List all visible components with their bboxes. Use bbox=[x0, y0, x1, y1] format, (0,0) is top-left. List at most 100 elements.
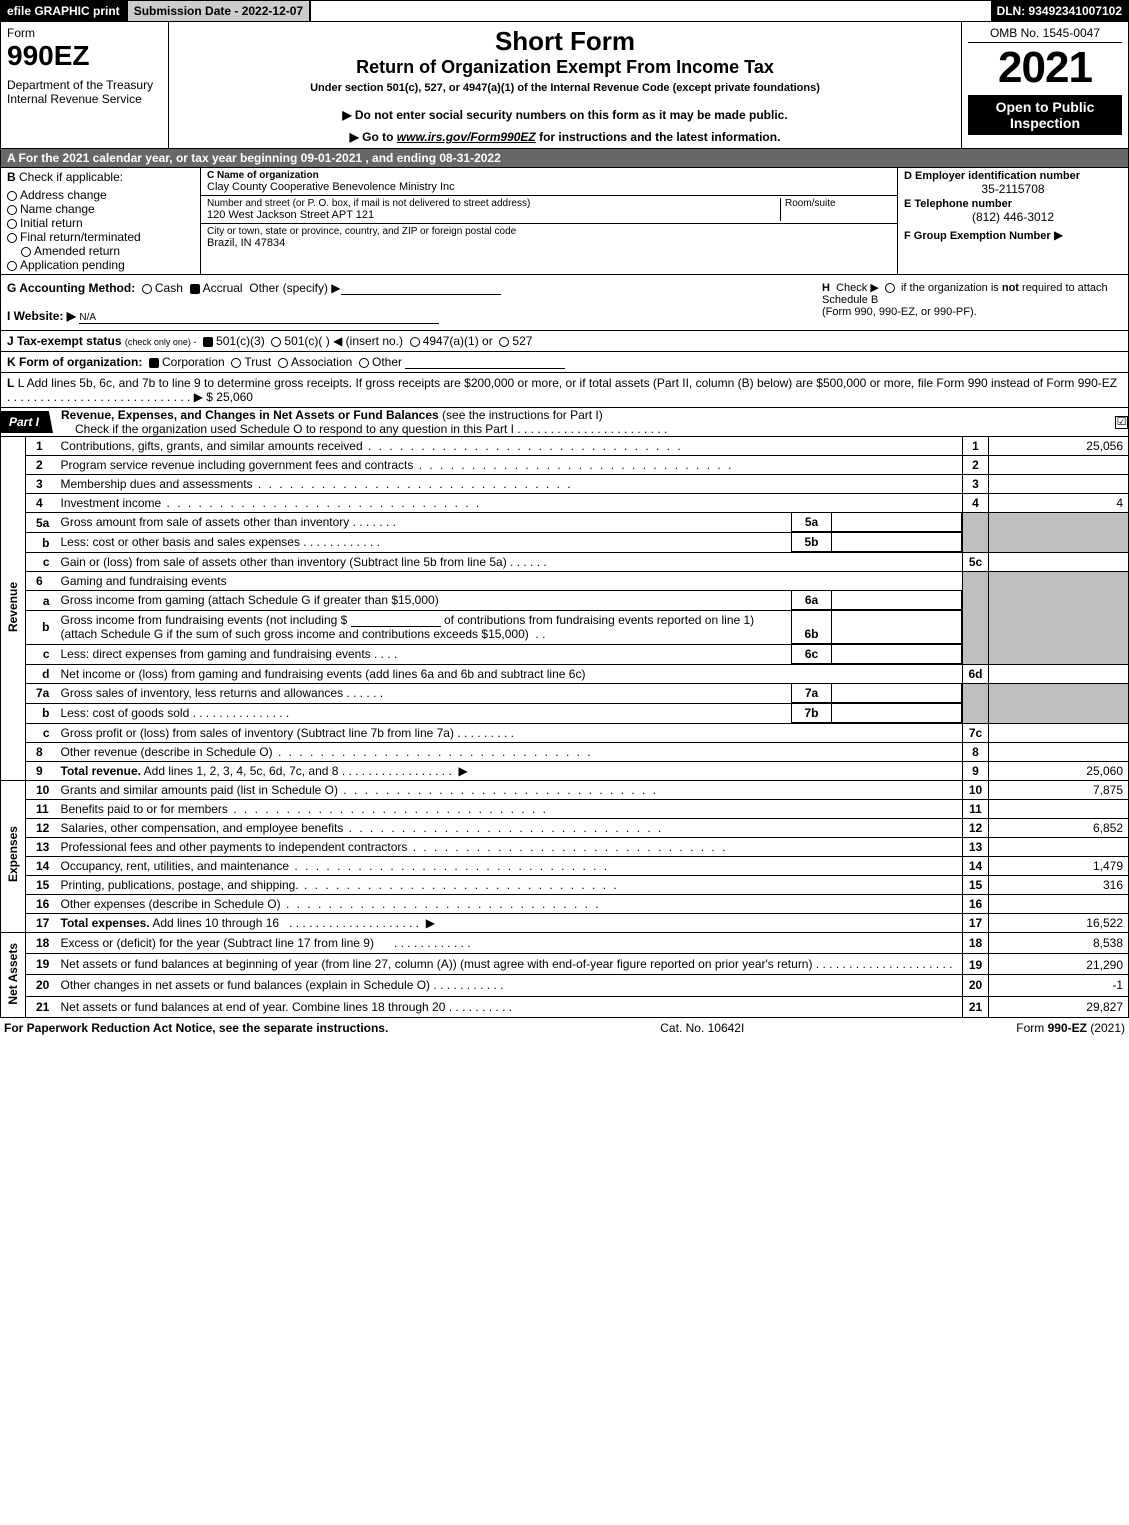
line-6-desc: Gaming and fundraising events bbox=[56, 572, 963, 591]
expenses-side-label: Expenses bbox=[6, 818, 20, 890]
line-7a-val bbox=[832, 684, 962, 703]
b-opt-2[interactable]: Initial return bbox=[7, 216, 194, 230]
b-opt-1[interactable]: Name change bbox=[7, 202, 194, 216]
line-7a-inner: Gross sales of inventory, less returns a… bbox=[56, 683, 963, 703]
line-6c-box: 6c bbox=[792, 645, 832, 664]
checkbox-icon bbox=[21, 247, 31, 257]
line-12-desc: Salaries, other compensation, and employ… bbox=[56, 818, 963, 837]
b-opt-3[interactable]: Final return/terminated bbox=[7, 230, 194, 244]
expenses-side-tab: Expenses bbox=[1, 780, 26, 932]
submission-date: Submission Date - 2022-12-07 bbox=[126, 1, 311, 21]
b-opt-label-3: Final return/terminated bbox=[20, 230, 141, 244]
c-room-label: Room/suite bbox=[781, 198, 891, 221]
form-number: 990EZ bbox=[7, 40, 162, 72]
line-k: K Form of organization: Corporation Trus… bbox=[0, 352, 1129, 373]
line-1-box: 1 bbox=[963, 437, 989, 456]
line-16-desc: Other expenses (describe in Schedule O) bbox=[56, 894, 963, 913]
radio-icon[interactable] bbox=[410, 337, 420, 347]
line-6a-val bbox=[832, 591, 962, 610]
footer-right-post: (2021) bbox=[1087, 1021, 1125, 1035]
checkbox-icon bbox=[7, 261, 17, 271]
d-label: D Employer identification number bbox=[904, 170, 1122, 182]
line-6b-val bbox=[832, 611, 962, 643]
line-5a-inner: Gross amount from sale of assets other t… bbox=[56, 513, 963, 533]
line-14-val: 1,479 bbox=[989, 856, 1129, 875]
org-street: 120 West Jackson Street APT 121 bbox=[207, 209, 776, 221]
line-7b-box: 7b bbox=[792, 704, 832, 723]
g-accrual: Accrual bbox=[203, 281, 243, 295]
part-i-checkbox[interactable]: ☑ bbox=[1115, 416, 1128, 429]
b-opt-label-2: Initial return bbox=[20, 216, 83, 230]
line-17-val: 16,522 bbox=[989, 913, 1129, 932]
k-opt-2: Association bbox=[291, 355, 352, 369]
j-opt1: 501(c)(3) bbox=[216, 334, 265, 348]
line-20-val: -1 bbox=[989, 975, 1129, 996]
b-opt-4[interactable]: Amended return bbox=[7, 244, 194, 258]
line-5a-box: 5a bbox=[792, 513, 832, 532]
irs-link[interactable]: www.irs.gov/Form990EZ bbox=[397, 130, 536, 144]
e-label: E Telephone number bbox=[904, 198, 1122, 210]
b-opt-label-4: Amended return bbox=[34, 244, 120, 258]
efile-print-label[interactable]: efile GRAPHIC print bbox=[1, 1, 126, 21]
part-i-title-row: Revenue, Expenses, and Changes in Net As… bbox=[53, 408, 1109, 436]
b-opt-0[interactable]: Address change bbox=[7, 188, 194, 202]
radio-icon[interactable] bbox=[142, 284, 152, 294]
b-check-if: Check if applicable: bbox=[19, 170, 123, 184]
line-21-desc: Net assets or fund balances at end of ye… bbox=[56, 996, 963, 1017]
radio-icon[interactable] bbox=[231, 358, 241, 368]
footer-right-pre: Form bbox=[1016, 1021, 1047, 1035]
g-other-input[interactable] bbox=[341, 281, 501, 295]
line-10-val: 7,875 bbox=[989, 780, 1129, 799]
radio-icon[interactable] bbox=[278, 358, 288, 368]
checkbox-checked-icon[interactable] bbox=[149, 358, 159, 368]
j-opt2: 501(c)( ) bbox=[284, 334, 329, 348]
netassets-side-tab: Net Assets bbox=[1, 932, 26, 1018]
line-3-desc: Membership dues and assessments bbox=[56, 475, 963, 494]
k-other-input[interactable] bbox=[405, 355, 565, 369]
warn2-post: for instructions and the latest informat… bbox=[536, 130, 781, 144]
line-6b-amount-input[interactable] bbox=[351, 613, 441, 627]
radio-icon[interactable] bbox=[359, 358, 369, 368]
line-2-desc: Program service revenue including govern… bbox=[56, 456, 963, 475]
part-i-tab: Part I bbox=[1, 411, 53, 433]
line-7b-inner: Less: cost of goods sold . . . . . . . .… bbox=[56, 703, 963, 723]
line-19-desc: Net assets or fund balances at beginning… bbox=[56, 953, 963, 974]
line-11-val bbox=[989, 799, 1129, 818]
checkbox-icon bbox=[7, 205, 17, 215]
checkbox-checked-icon[interactable] bbox=[190, 284, 200, 294]
part-i-suffix: (see the instructions for Part I) bbox=[442, 408, 603, 422]
checkbox-icon bbox=[7, 191, 17, 201]
revenue-side-tab: Revenue bbox=[1, 437, 26, 780]
form-title-full: Return of Organization Exempt From Incom… bbox=[177, 57, 953, 78]
line-4-desc: Investment income bbox=[56, 494, 963, 513]
warn-instructions: ▶ Go to www.irs.gov/Form990EZ for instru… bbox=[177, 130, 953, 144]
line-2-val bbox=[989, 456, 1129, 475]
line-13-val bbox=[989, 837, 1129, 856]
line-6a-box: 6a bbox=[792, 591, 832, 610]
b-opt-5[interactable]: Application pending bbox=[7, 258, 194, 272]
line-13-desc: Professional fees and other payments to … bbox=[56, 837, 963, 856]
checkbox-icon[interactable] bbox=[885, 283, 895, 293]
line-1-desc: Contributions, gifts, grants, and simila… bbox=[56, 437, 963, 456]
line-l: L L Add lines 5b, 6c, and 7b to line 9 t… bbox=[0, 373, 1129, 408]
line-3-val bbox=[989, 475, 1129, 494]
radio-icon[interactable] bbox=[499, 337, 509, 347]
f-label: F Group Exemption Number bbox=[904, 230, 1051, 242]
line-21-val: 29,827 bbox=[989, 996, 1129, 1017]
radio-icon[interactable] bbox=[271, 337, 281, 347]
dln-label: DLN: 93492341007102 bbox=[991, 1, 1128, 21]
checkbox-icon bbox=[7, 219, 17, 229]
line-8-desc: Other revenue (describe in Schedule O) bbox=[56, 742, 963, 761]
section-h: H Check ▶ if the organization is not req… bbox=[822, 281, 1122, 324]
line-5c-desc: Gain or (loss) from sale of assets other… bbox=[56, 553, 963, 572]
g-prefix: G Accounting Method: bbox=[7, 281, 135, 295]
line-15-val: 316 bbox=[989, 875, 1129, 894]
line-6d-val bbox=[989, 664, 1129, 683]
section-b: B Check if applicable: Address change Na… bbox=[1, 168, 201, 274]
h-forms: (Form 990, 990-EZ, or 990-PF). bbox=[822, 306, 977, 318]
checkbox-checked-icon[interactable] bbox=[203, 337, 213, 347]
b-opt-label-0: Address change bbox=[20, 188, 107, 202]
phone-value: (812) 446-3012 bbox=[904, 210, 1122, 224]
arrow-icon: ▶ bbox=[458, 764, 467, 778]
part-i-title: Revenue, Expenses, and Changes in Net As… bbox=[61, 408, 439, 422]
